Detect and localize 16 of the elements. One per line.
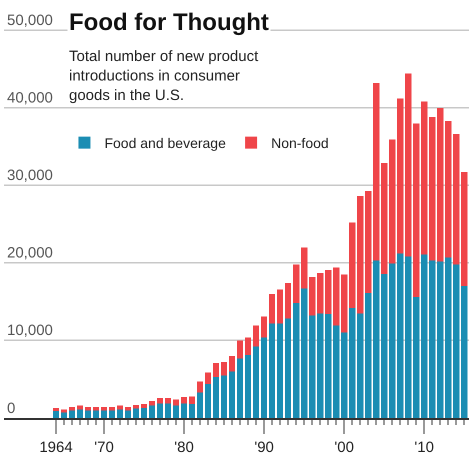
legend-label: Food and beverage [104,135,226,152]
y-tick-label: 40,000 [7,90,53,107]
x-tick-label: '70 [94,439,114,456]
chart-title: Food for Thought [69,9,269,36]
x-tick-label: '00 [334,439,354,456]
x-tick-label: '90 [254,439,274,456]
x-tick-label: '80 [174,439,194,456]
legend-label: Non-food [271,135,329,152]
x-tick-label: '10 [414,439,434,456]
x-tick-label: 1964 [39,439,73,456]
text: Total number of new product introductions in consumer goods in the U.S. [69,48,260,104]
y-tick-label: 20,000 [7,244,53,262]
y-tick-label: 10,000 [7,322,53,340]
y-tick-label: 30,000 [7,167,53,184]
y-tick-label: 50,000 [7,12,53,30]
y-tick-label: 0 [7,400,16,417]
